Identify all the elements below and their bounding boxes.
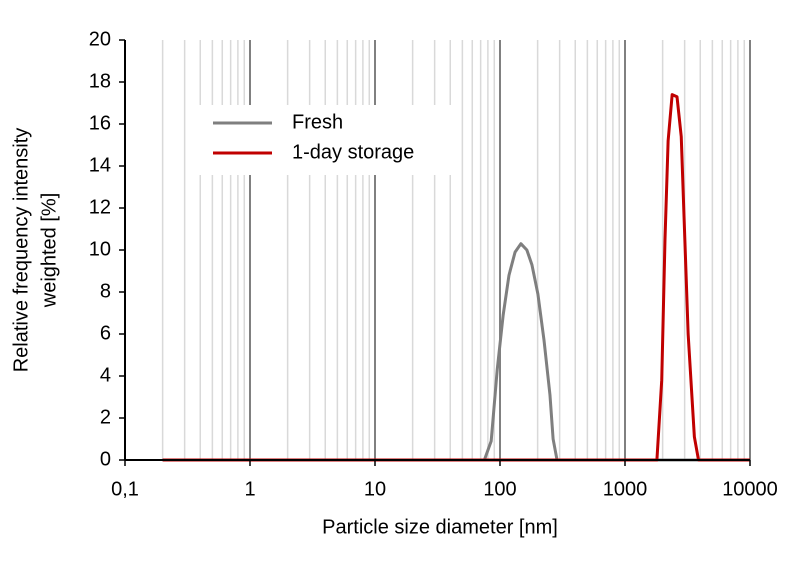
series-line xyxy=(162,242,750,462)
x-tick-label: 10000 xyxy=(722,478,778,500)
x-axis-label: Particle size diameter [nm] xyxy=(322,516,558,538)
y-tick-label: 10 xyxy=(89,238,111,260)
y-axis-label: Relative frequency intensity xyxy=(10,128,32,373)
y-tick-label: 8 xyxy=(100,280,111,302)
grid xyxy=(124,40,751,460)
x-tick-label: 1000 xyxy=(603,478,648,500)
legend-label: 1-day storage xyxy=(292,141,414,163)
legend-label: Fresh xyxy=(292,111,343,133)
lines xyxy=(162,93,750,462)
x-tick-label: 10 xyxy=(364,478,386,500)
y-tick-label: 6 xyxy=(100,322,111,344)
axes: 0,1 1 10 100 1000 10000 0 2 4 6 8 10 12 14 16 18 20 xyxy=(89,28,778,500)
y-tick-label: 2 xyxy=(100,406,111,428)
legend-box xyxy=(195,105,460,175)
y-tick-label: 18 xyxy=(89,70,111,92)
y-tick-label: 14 xyxy=(89,154,111,176)
y-tick-label: 12 xyxy=(89,196,111,218)
y-tick-label: 0 xyxy=(100,448,111,470)
legend: Fresh 1-day storage xyxy=(195,105,460,175)
x-tick-label: 100 xyxy=(483,478,516,500)
x-tick-label: 1 xyxy=(244,478,255,500)
y-tick-label: 16 xyxy=(89,112,111,134)
y-tick-label: 4 xyxy=(100,364,111,386)
y-axis-label: weighted [%] xyxy=(38,193,60,309)
y-tick-label: 20 xyxy=(89,28,111,50)
x-tick-label: 0,1 xyxy=(111,478,139,500)
series-line xyxy=(162,93,750,462)
